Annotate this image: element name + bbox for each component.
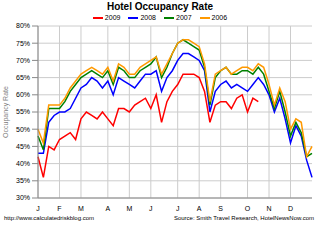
html-text:2007: 2007	[176, 14, 192, 21]
html-text:2006: 2006	[211, 14, 228, 21]
svg-text:55%: 55%	[16, 108, 30, 115]
svg-text:A: A	[197, 205, 202, 212]
svg-text:50%: 50%	[16, 126, 30, 133]
svg-text:S: S	[218, 205, 223, 212]
html-text:Hotel Occupancy Rate: Hotel Occupancy Rate	[106, 1, 214, 12]
svg-text:70%: 70%	[16, 57, 30, 64]
svg-text:M: M	[126, 205, 132, 212]
svg-text:75%: 75%	[16, 40, 30, 47]
svg-text:30%: 30%	[16, 194, 30, 201]
svg-text:A: A	[106, 205, 111, 212]
html-text:2008: 2008	[140, 14, 156, 21]
html-text:Source: Smith Travel Research,: Source: Smith Travel Research, HotelNews…	[173, 215, 314, 221]
html-text:2009: 2009	[104, 14, 121, 21]
svg-text:M: M	[78, 205, 84, 212]
svg-text:60%: 60%	[16, 91, 30, 98]
svg-text:D: D	[288, 205, 293, 212]
svg-text:35%: 35%	[16, 177, 30, 184]
svg-text:O: O	[245, 205, 251, 212]
html-text:http://www.calculatedriskblog.: http://www.calculatedriskblog.com	[4, 215, 94, 221]
svg-text:J: J	[176, 205, 180, 212]
svg-text:N: N	[266, 205, 271, 212]
svg-text:65%: 65%	[16, 74, 30, 81]
svg-text:80%: 80%	[16, 22, 30, 29]
svg-text:40%: 40%	[16, 160, 30, 167]
svg-text:Occupancy Rate: Occupancy Rate	[8, 86, 10, 138]
svg-text:J: J	[36, 205, 40, 212]
svg-text:J: J	[149, 205, 153, 212]
svg-text:F: F	[57, 205, 61, 212]
svg-text:45%: 45%	[16, 143, 30, 150]
